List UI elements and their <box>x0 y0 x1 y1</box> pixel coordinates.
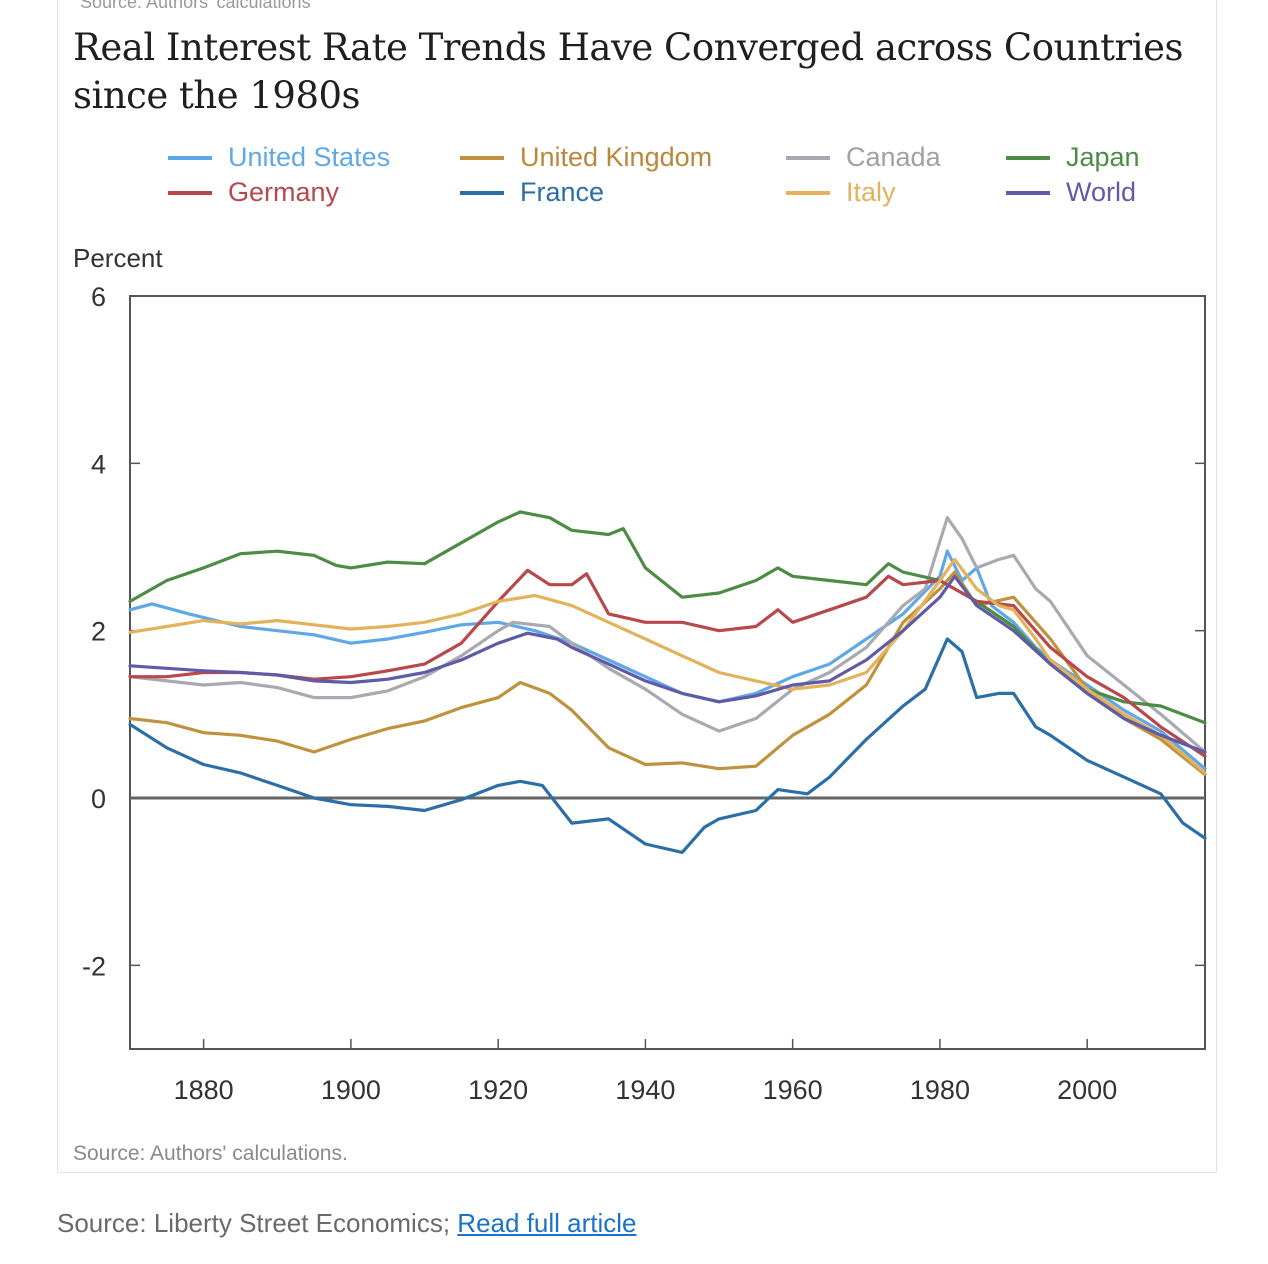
footer-source-text: Source: Liberty Street Economics; <box>57 1208 458 1238</box>
x-tick-label: 1960 <box>763 1075 823 1105</box>
clipped-source-note: Source: Authors' calculations <box>80 0 311 12</box>
x-tick-label: 1920 <box>468 1075 528 1105</box>
chart-card <box>57 0 1217 1173</box>
legend-item-united-states: United States <box>168 142 390 173</box>
series-line-world <box>128 574 1207 754</box>
legend-swatch-france <box>460 190 504 195</box>
legend-item-united-kingdom: United Kingdom <box>460 142 712 173</box>
legend-label-world: World <box>1066 177 1137 207</box>
chart-source-note: Source: Authors' calculations. <box>73 1142 348 1165</box>
y-tick-label: 2 <box>91 617 106 647</box>
legend-label-japan: Japan <box>1066 142 1140 172</box>
legend-item-japan: Japan <box>1006 142 1140 173</box>
y-tick-label: -2 <box>82 951 106 981</box>
legend-label-germany: Germany <box>228 177 340 207</box>
y-tick-label: 4 <box>91 449 106 479</box>
series-line-italy <box>128 557 1207 775</box>
legend-label-united-kingdom: United Kingdom <box>520 142 713 172</box>
series-line-germany <box>128 568 1207 758</box>
y-tick-label: 0 <box>91 784 106 814</box>
legend-swatch-japan <box>1006 155 1050 160</box>
legend-swatch-italy <box>786 190 830 195</box>
legend-swatch-canada <box>786 155 830 160</box>
series-line-france <box>128 637 1207 854</box>
read-full-article-link[interactable]: Read full article <box>457 1208 637 1238</box>
legend-item-germany: Germany <box>168 177 339 208</box>
x-tick-label: 1940 <box>615 1075 675 1105</box>
legend-swatch-germany <box>168 190 212 195</box>
y-axis-label: Percent <box>73 243 163 273</box>
legend-label-united-states: United States <box>228 142 391 172</box>
legend-item-canada: Canada <box>786 142 941 173</box>
legend-swatch-united-states <box>168 155 212 160</box>
legend-swatch-united-kingdom <box>460 155 504 160</box>
x-tick-label: 1900 <box>321 1075 381 1105</box>
y-tick-label: 6 <box>91 282 106 312</box>
legend-item-italy: Italy <box>786 177 896 208</box>
series-line-canada <box>128 516 1207 754</box>
line-chart: -2 0 2 4 6 1880 1900 1920 1940 1960 1980 2000 <box>82 282 1207 1105</box>
series-line-japan <box>128 510 1207 725</box>
legend-item-world: World <box>1006 177 1136 208</box>
chart-legend: United States United Kingdom Canada Japan Ge… <box>168 142 1168 214</box>
legend-label-italy: Italy <box>846 177 896 207</box>
legend-item-france: France <box>460 177 604 208</box>
x-tick-label: 1980 <box>910 1075 970 1105</box>
chart-title: Real Interest Rate Trends Have Converged… <box>73 26 1183 117</box>
x-tick-label: 2000 <box>1057 1075 1117 1105</box>
series-line-united-kingdom <box>128 570 1207 777</box>
x-tick-label: 1880 <box>174 1075 234 1105</box>
footer: Source: Liberty Street Economics; Read f… <box>57 1208 637 1239</box>
plot-frame <box>129 295 1206 1050</box>
legend-label-canada: Canada <box>846 142 941 172</box>
legend-label-france: France <box>520 177 605 207</box>
legend-swatch-world <box>1006 190 1050 195</box>
